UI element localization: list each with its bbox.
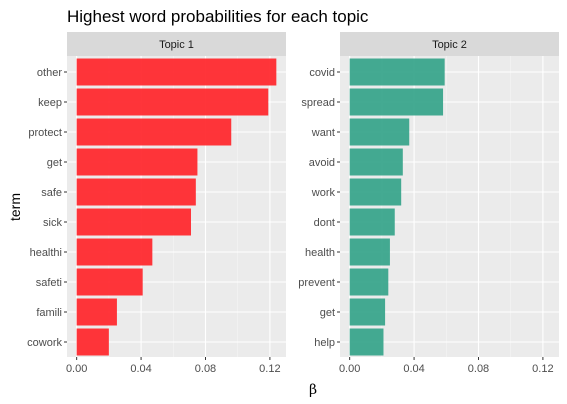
bar-work <box>349 178 402 206</box>
bar-other <box>76 58 277 86</box>
y-tick-label: dont <box>314 217 335 229</box>
panel-y-ticks: other keep protect get safe sick healthi safeti… <box>27 67 67 349</box>
bar-healthi <box>76 238 153 266</box>
panel-x-ticks: 0.00 0.04 0.08 0.12 <box>339 357 554 375</box>
y-tick-label: cowork <box>27 337 62 349</box>
y-tick-label: help <box>314 337 335 349</box>
y-tick-label: avoid <box>309 157 335 169</box>
y-tick-label: work <box>311 187 336 199</box>
y-tick-label: get <box>47 157 62 169</box>
x-tick-label: 0.00 <box>339 363 360 375</box>
bar-famili <box>76 298 117 326</box>
y-axis-title: term <box>7 193 23 221</box>
y-tick-label: keep <box>38 97 62 109</box>
panel-strip <box>67 32 286 56</box>
panel-strip-label: Topic 2 <box>432 39 467 51</box>
y-tick-label: prevent <box>298 277 335 289</box>
bar-safeti <box>76 268 143 296</box>
y-tick-label: safeti <box>36 277 62 289</box>
bar-spread <box>349 88 444 116</box>
x-tick-label: 0.04 <box>130 363 151 375</box>
bar-protect <box>76 118 232 146</box>
bar-prevent <box>349 268 389 296</box>
y-tick-label: spread <box>301 97 335 109</box>
bar-cowork <box>76 328 109 356</box>
panel-strip-label: Topic 1 <box>159 39 194 51</box>
panel-bars <box>349 58 445 356</box>
panel-bars <box>76 58 277 356</box>
y-tick-label: famili <box>36 307 62 319</box>
bar-get <box>349 298 386 326</box>
y-tick-label: protect <box>28 127 62 139</box>
bar-dont <box>349 208 395 236</box>
panel-strip <box>340 32 559 56</box>
x-tick-label: 0.12 <box>532 363 553 375</box>
x-tick-label: 0.04 <box>403 363 424 375</box>
bar-keep <box>76 88 269 116</box>
bar-avoid <box>349 148 403 176</box>
bar-sick <box>76 208 191 236</box>
x-tick-label: 0.00 <box>66 363 87 375</box>
chart-title: Highest word probabilities for each topi… <box>67 7 369 26</box>
bar-safe <box>76 178 196 206</box>
y-tick-label: sick <box>43 217 62 229</box>
bar-covid <box>349 58 445 86</box>
y-tick-label: healthi <box>30 247 62 259</box>
bar-health <box>349 238 390 266</box>
x-tick-label: 0.08 <box>195 363 216 375</box>
panel-y-ticks: covid spread want avoid work dont health preven… <box>298 67 340 349</box>
x-tick-label: 0.08 <box>468 363 489 375</box>
bar-want <box>349 118 410 146</box>
y-tick-label: safe <box>41 187 62 199</box>
x-tick-label: 0.12 <box>259 363 280 375</box>
x-axis-title: β <box>309 382 317 398</box>
panel-topic-2: Topic 2 covid spread want avoid work dont heal… <box>298 32 559 375</box>
panel-topic-1: Topic 1 other keep protect get safe sick healt… <box>27 32 286 375</box>
bar-help <box>349 328 384 356</box>
panel-x-ticks: 0.00 0.04 0.08 0.12 <box>66 357 281 375</box>
bar-get <box>76 148 198 176</box>
y-tick-label: health <box>305 247 335 259</box>
y-tick-label: other <box>37 67 62 79</box>
y-tick-label: get <box>320 307 335 319</box>
y-tick-label: want <box>311 127 335 139</box>
y-tick-label: covid <box>309 67 335 79</box>
